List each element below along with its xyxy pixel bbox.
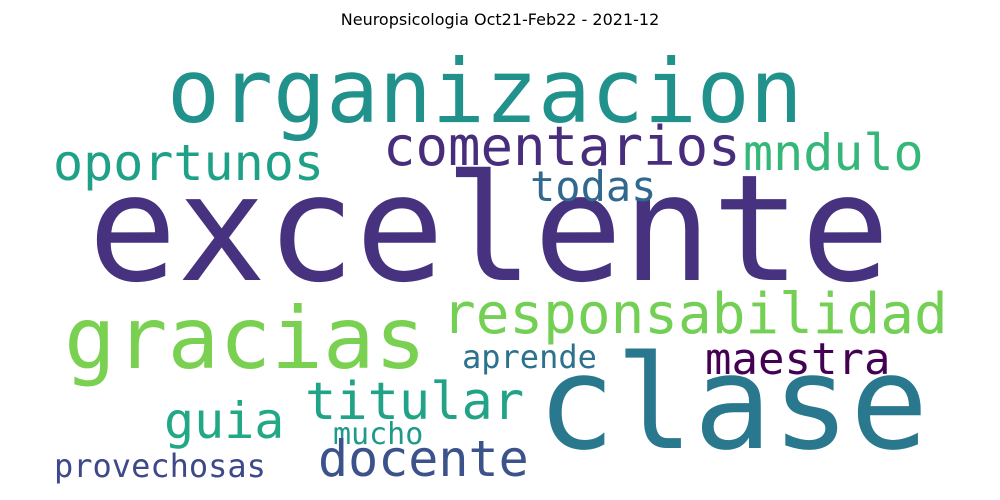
word-maestra: maestra xyxy=(705,334,891,385)
word-todas: todas xyxy=(530,162,657,211)
word-clase: clase xyxy=(537,327,929,479)
word-mndulo: mndulo xyxy=(743,124,924,182)
word-oportunos: oportunos xyxy=(53,134,324,192)
word-mucho: mucho xyxy=(333,417,424,452)
word-aprende: aprende xyxy=(462,338,597,376)
word-comentarios: comentarios xyxy=(383,115,741,178)
word-excelente: excelente xyxy=(88,143,890,315)
figure-title: Neuropsicologia Oct21-Feb22 - 2021-12 xyxy=(340,10,660,29)
word-docente: docente xyxy=(318,430,529,488)
word-provechosas: provechosas xyxy=(54,447,266,485)
word-cloud: excelente organizacion clase gracias com… xyxy=(50,40,950,490)
word-titular: titular xyxy=(305,372,525,432)
word-guia: guia xyxy=(164,392,285,450)
word-responsabilidad: responsabilidad xyxy=(442,282,948,347)
word-gracias: gracias xyxy=(64,289,427,389)
word-organizacion: organizacion xyxy=(167,40,803,143)
